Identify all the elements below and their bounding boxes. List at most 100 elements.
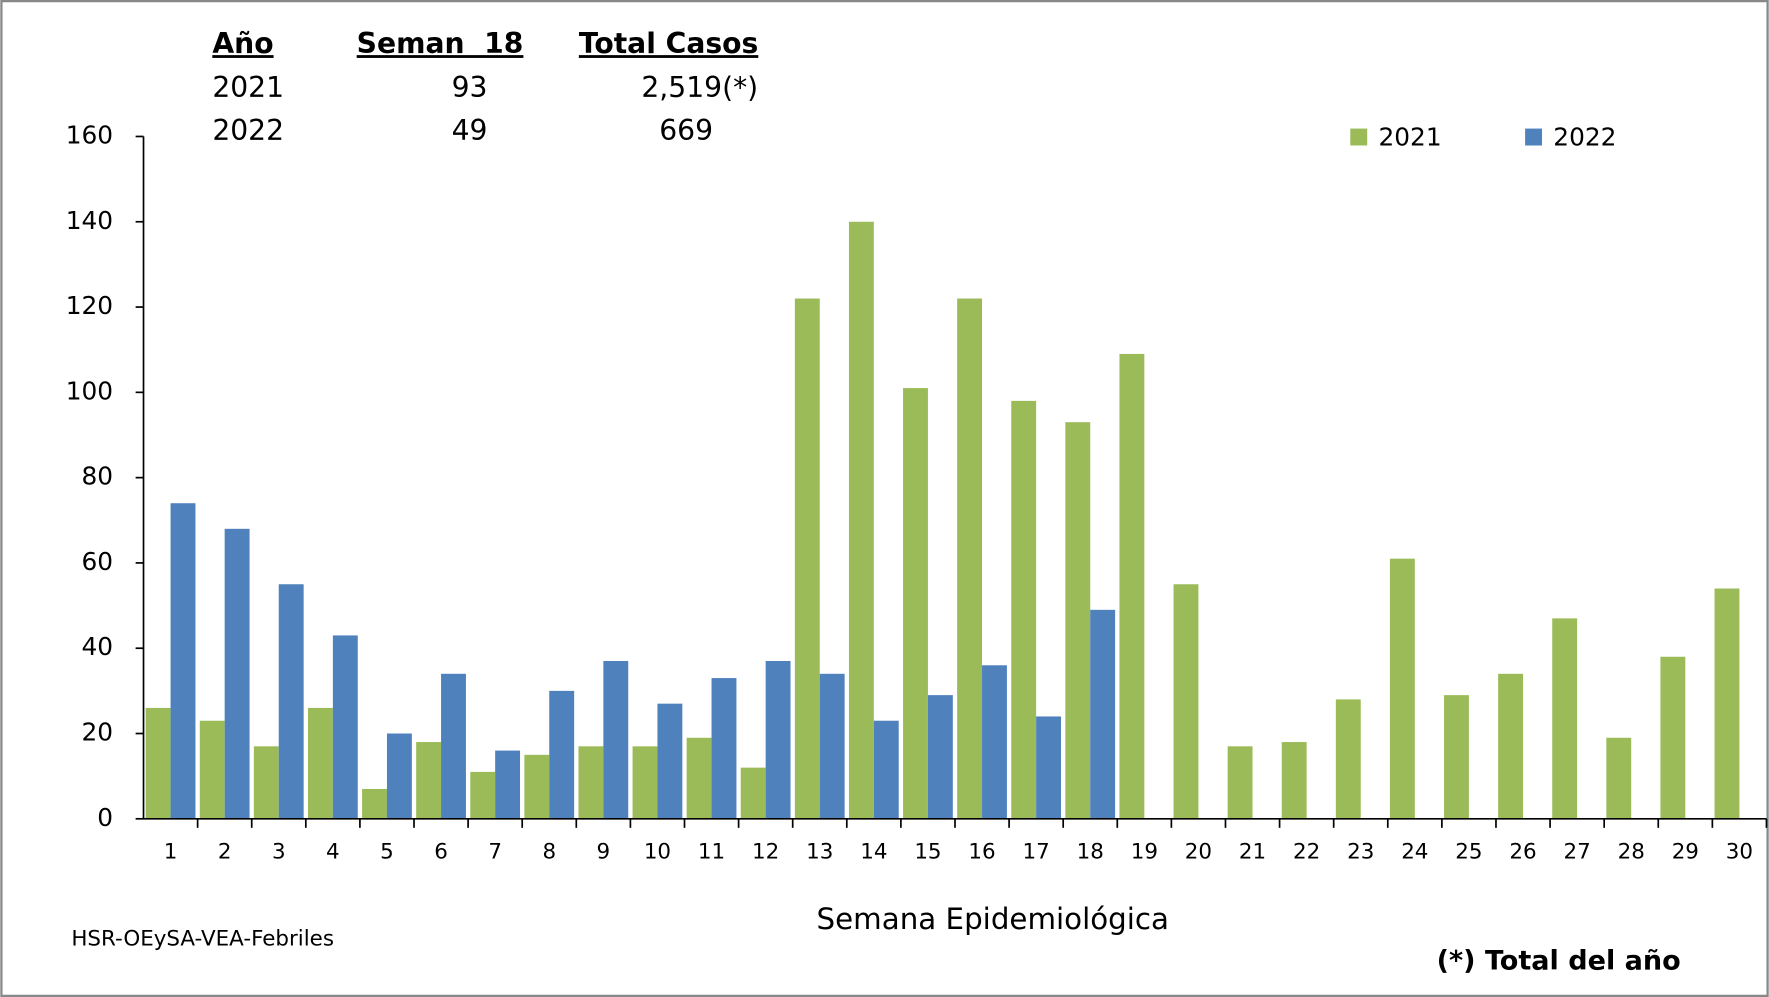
x-tick-label: 4 [326,840,340,865]
x-tick-label: 15 [914,840,941,865]
x-tick-label: 16 [968,840,995,865]
bar [578,746,604,819]
bar [1444,695,1469,819]
bar [1498,673,1524,819]
x-tick-label: 10 [644,840,671,865]
bar [1335,699,1361,819]
bar [199,720,225,819]
bar [1281,742,1307,819]
bar [1065,422,1091,819]
x-tick-label: 2 [218,840,232,865]
bar [819,673,845,819]
bar [441,673,466,819]
bar [686,737,712,819]
bar [1173,584,1199,819]
legend-swatch [1350,128,1368,146]
y-tick-label: 160 [66,120,113,149]
x-tick-label: 3 [272,840,286,865]
x-tick-label: 21 [1239,840,1266,865]
table-cell: 669 [659,114,713,147]
x-axis-label: Semana Epidemiológica [817,902,1169,936]
bar [765,661,791,819]
bar [1011,400,1037,819]
table-cell: 2021 [212,71,284,104]
x-tick-label: 12 [752,840,779,865]
table-cell: 2022 [212,114,284,147]
bar [657,703,683,819]
bar [1714,588,1740,819]
x-tick-label: 17 [1023,840,1050,865]
y-tick-label: 40 [82,632,114,661]
bar [253,746,279,819]
x-tick-label: 9 [597,840,611,865]
footnote: (*) Total del año [1437,946,1681,977]
y-tick-label: 100 [66,376,113,405]
x-tick-label: 30 [1726,840,1753,865]
bar [982,665,1007,819]
x-tick-label: 28 [1618,840,1645,865]
x-tick-label: 23 [1347,840,1374,865]
y-tick-label: 20 [82,718,114,747]
bar [495,750,521,819]
bar [1606,737,1632,819]
x-tick-label: 20 [1185,840,1212,865]
bar [1660,656,1686,819]
y-tick-label: 60 [82,547,114,576]
x-tick-label: 18 [1077,840,1104,865]
table-header: Año [212,27,273,60]
x-tick-label: 13 [806,840,833,865]
bar [386,733,412,819]
table-header: Seman 18 [357,27,524,60]
bar [416,742,442,819]
legend-swatch [1525,128,1543,146]
bar [711,678,737,819]
legend-label: 2021 [1378,123,1441,152]
bar [1389,558,1415,819]
y-tick-label: 0 [97,803,113,832]
x-tick-label: 24 [1401,840,1428,865]
x-tick-label: 6 [434,840,448,865]
bar [740,767,766,819]
bar [957,298,983,819]
table-cell: 49 [452,114,488,147]
legend-label: 2022 [1553,123,1616,152]
bar [1227,746,1253,819]
bar [332,635,358,819]
bar [632,746,658,819]
bar [278,584,304,819]
x-tick-label: 7 [488,840,502,865]
bar [848,221,874,819]
bar [145,707,171,819]
bar [1036,716,1062,819]
source: HSR-OEySA-VEA-Febriles [71,926,334,951]
x-tick-label: 1 [164,840,178,865]
x-tick-label: 26 [1509,840,1536,865]
bar [927,695,953,819]
x-tick-label: 5 [380,840,394,865]
bar [873,720,899,819]
table-cell: 2,519(*) [641,71,758,104]
bar [170,503,196,819]
y-tick-label: 140 [66,206,113,235]
bar [224,528,250,819]
bar [470,771,496,819]
bar [1119,353,1145,819]
table-header: Total Casos [579,27,758,60]
x-tick-label: 8 [542,840,556,865]
y-tick-label: 80 [82,462,114,491]
bar [903,388,928,819]
x-tick-label: 22 [1293,840,1320,865]
y-tick-label: 120 [66,291,113,320]
bar [794,298,820,819]
x-tick-label: 25 [1455,840,1482,865]
bar [524,754,550,819]
bar [307,707,333,819]
bar [362,788,387,819]
bar [1552,618,1578,819]
x-tick-label: 14 [860,840,887,865]
x-tick-label: 29 [1672,840,1699,865]
bar [1090,609,1116,819]
bar [603,661,629,819]
